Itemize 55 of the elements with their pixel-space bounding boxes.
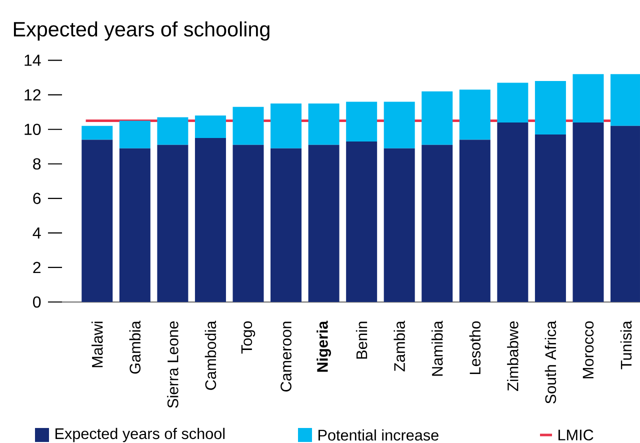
y-tick-label: 4 xyxy=(32,227,41,238)
bar xyxy=(119,148,150,302)
bar xyxy=(194,116,226,138)
bar xyxy=(384,102,415,148)
x-tick-label: Gambia xyxy=(129,320,141,374)
bar xyxy=(534,81,566,135)
bar xyxy=(422,144,453,302)
x-tick-label: South Africa xyxy=(544,320,556,404)
bar xyxy=(459,140,490,302)
bar xyxy=(119,120,150,148)
bar xyxy=(270,103,302,148)
x-tick-label: Sierra Leone xyxy=(167,321,178,408)
x-tick-label: Cameroon xyxy=(280,322,292,392)
bar xyxy=(422,91,453,145)
bar xyxy=(157,144,188,302)
bar xyxy=(308,144,340,302)
bar xyxy=(497,122,528,302)
bar xyxy=(572,122,604,302)
x-tick-label: Nigeria xyxy=(316,320,331,372)
y-tick-label: 12 xyxy=(24,89,40,100)
x-tick-label: Tunisia xyxy=(620,320,632,370)
x-tick-label: Lesotho xyxy=(469,321,481,374)
x-tick-label: Zimbabwe xyxy=(507,321,518,391)
y-tick-label: 10 xyxy=(24,124,41,136)
bar xyxy=(459,90,490,140)
chart-title: Expected years of schooling xyxy=(14,21,270,41)
bar xyxy=(384,148,415,302)
legend-label: Expected years of school xyxy=(56,428,225,442)
bar xyxy=(572,74,604,122)
x-tick-label: Morocco xyxy=(582,321,594,378)
y-tick-label: 8 xyxy=(33,158,41,170)
y-tick-label: 0 xyxy=(33,296,41,308)
bar xyxy=(232,106,264,145)
x-tick-label: Cambodia xyxy=(204,320,216,390)
legend-label: LMIC xyxy=(558,430,594,440)
x-tick-label: Malawi xyxy=(92,322,103,368)
bar xyxy=(82,126,113,140)
bar xyxy=(157,117,188,145)
x-tick-label: Benin xyxy=(356,322,368,359)
x-tick-label: Namibia xyxy=(432,320,443,376)
bar xyxy=(497,82,528,122)
legend-label: Potential increase xyxy=(318,429,438,441)
y-tick-label: 6 xyxy=(33,192,41,204)
y-tick-label: 2 xyxy=(33,262,40,274)
bar xyxy=(232,144,264,302)
bar xyxy=(194,138,226,302)
x-tick-label: Zambia xyxy=(394,320,405,372)
bar xyxy=(346,102,378,142)
bar xyxy=(270,148,302,302)
bar xyxy=(82,140,113,302)
bar xyxy=(308,103,340,145)
bar xyxy=(346,141,378,302)
x-tick-label: Togo xyxy=(241,321,256,354)
y-tick-label: 14 xyxy=(24,54,41,66)
bar xyxy=(534,134,566,302)
